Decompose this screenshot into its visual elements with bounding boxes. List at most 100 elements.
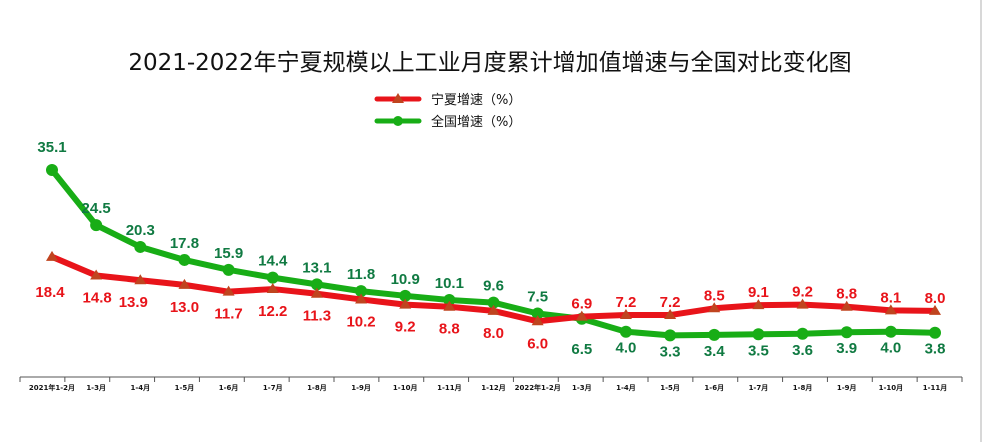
ningxia-point (134, 274, 147, 285)
window-edge (980, 0, 982, 442)
national-data-label: 3.9 (836, 340, 857, 357)
national-point (708, 328, 721, 341)
legend-circle-marker (393, 116, 403, 126)
legend: 宁夏增速（%） 全国增速（%） (374, 92, 521, 130)
ningxia-data-label: 9.2 (395, 319, 416, 336)
national-point (619, 325, 632, 338)
x-tick-label: 1-9月 (351, 384, 371, 392)
ningxia-data-label: 8.0 (483, 325, 504, 342)
x-tick-label: 1-9月 (837, 384, 857, 392)
x-tick-label: 1-4月 (130, 384, 150, 392)
national-point (222, 263, 235, 276)
national-point (90, 219, 103, 232)
x-tick-label: 1-8月 (307, 384, 327, 392)
ningxia-data-label: 8.5 (704, 287, 725, 304)
ningxia-data-label: 12.2 (258, 303, 287, 320)
ningxia-data-label: 9.2 (792, 284, 813, 301)
national-data-label: 9.6 (483, 278, 504, 295)
ningxia-point (310, 287, 323, 298)
ningxia-point (443, 300, 456, 311)
ningxia-point (664, 309, 677, 320)
national-point (752, 328, 765, 341)
ningxia-data-label: 8.0 (925, 290, 946, 307)
ningxia-data-label: 10.2 (346, 313, 375, 330)
x-tick-label: 1-5月 (660, 384, 680, 392)
national-point (355, 285, 368, 298)
ningxia-data-label: 8.8 (439, 321, 460, 338)
legend-label: 宁夏增速（%） (431, 92, 521, 108)
x-tick-label: 1-12月 (481, 384, 506, 392)
x-tick-label: 1-3月 (572, 384, 592, 392)
legend-triangle-marker (392, 93, 404, 103)
ningxia-data-label: 18.4 (35, 284, 65, 301)
ningxia-point (884, 304, 897, 315)
ningxia-point (487, 304, 500, 315)
ningxia-data-label: 7.2 (616, 294, 637, 311)
national-point (840, 326, 853, 339)
x-tick-label: 1-5月 (175, 384, 195, 392)
ningxia-data-label: 9.1 (748, 284, 769, 301)
x-tick-label: 1-4月 (616, 384, 636, 392)
national-data-label: 35.1 (37, 139, 66, 156)
national-point (443, 293, 456, 306)
ningxia-data-label: 11.3 (303, 308, 331, 325)
ningxia-data-label: 13.9 (119, 294, 148, 311)
ningxia-data-label: 6.9 (571, 296, 592, 313)
x-tick-label: 1-3月 (86, 384, 106, 392)
ningxia-point (929, 304, 941, 315)
ningxia-data-label: 8.1 (880, 289, 901, 306)
ningxia-point (399, 298, 412, 309)
national-data-label: 3.6 (792, 342, 813, 359)
national-data-label: 7.5 (527, 289, 548, 306)
national-data-label: 4.0 (616, 340, 637, 357)
ningxia-point (46, 250, 58, 261)
national-point (134, 240, 147, 253)
national-data-label: 3.8 (925, 341, 946, 358)
national-point (178, 253, 191, 266)
national-data-label: 15.9 (214, 245, 243, 262)
ningxia-data-label: 11.7 (214, 306, 242, 323)
x-tick-label: 1-7月 (263, 384, 283, 392)
x-tick-label: 2021年1-2月 (29, 383, 75, 392)
x-tick-label: 1-8月 (793, 384, 813, 392)
x-tick-label: 1-6月 (219, 384, 239, 392)
national-data-label: 20.3 (126, 222, 155, 239)
x-axis: 2021年1-2月 1-3月 1-4月 1-5月 1-6月 1-7月 1-8月 1-9月 1-1… (19, 376, 963, 392)
national-point (399, 289, 412, 302)
national-point (929, 326, 941, 339)
x-tick-label: 1-6月 (704, 384, 724, 392)
national-point (46, 163, 58, 176)
national-point (266, 271, 279, 284)
x-tick-label: 2022年1-2月 (515, 383, 561, 392)
ningxia-point (575, 310, 588, 321)
ningxia-point (531, 315, 544, 326)
ningxia-point (796, 298, 809, 309)
national-point (664, 329, 677, 342)
national-point (531, 307, 544, 320)
ningxia-point (619, 309, 632, 320)
ningxia-point (178, 278, 191, 289)
national-data-label: 10.1 (435, 275, 464, 292)
ningxia-point (222, 285, 235, 296)
x-tick-label: 1-10月 (879, 384, 904, 392)
national-data-label: 3.4 (704, 343, 726, 360)
national-data-label: 4.0 (880, 340, 901, 357)
ningxia-data-label: 13.0 (170, 299, 199, 316)
x-tick-label: 1-11月 (437, 384, 462, 392)
x-tick-label: 1-7月 (749, 384, 769, 392)
national-point (884, 325, 897, 338)
ningxia-point (355, 293, 368, 304)
x-tick-label: 1-10月 (393, 384, 418, 392)
series-layer (46, 163, 941, 342)
national-data-label: 17.8 (170, 235, 199, 252)
national-point (487, 296, 500, 309)
national-data-label: 11.8 (347, 266, 375, 283)
national-data-label: 10.9 (391, 271, 420, 288)
national-data-label: 13.1 (302, 259, 331, 276)
national-data-label: 24.5 (82, 200, 111, 217)
national-data-label: 3.5 (748, 342, 769, 359)
ningxia-data-label: 7.2 (660, 294, 681, 311)
national-data-label: 6.5 (571, 341, 592, 358)
data-labels: 18.4 14.8 13.9 13.0 11.7 12.2 11.3 10.2 9.2 8.8 8.… (35, 139, 945, 360)
